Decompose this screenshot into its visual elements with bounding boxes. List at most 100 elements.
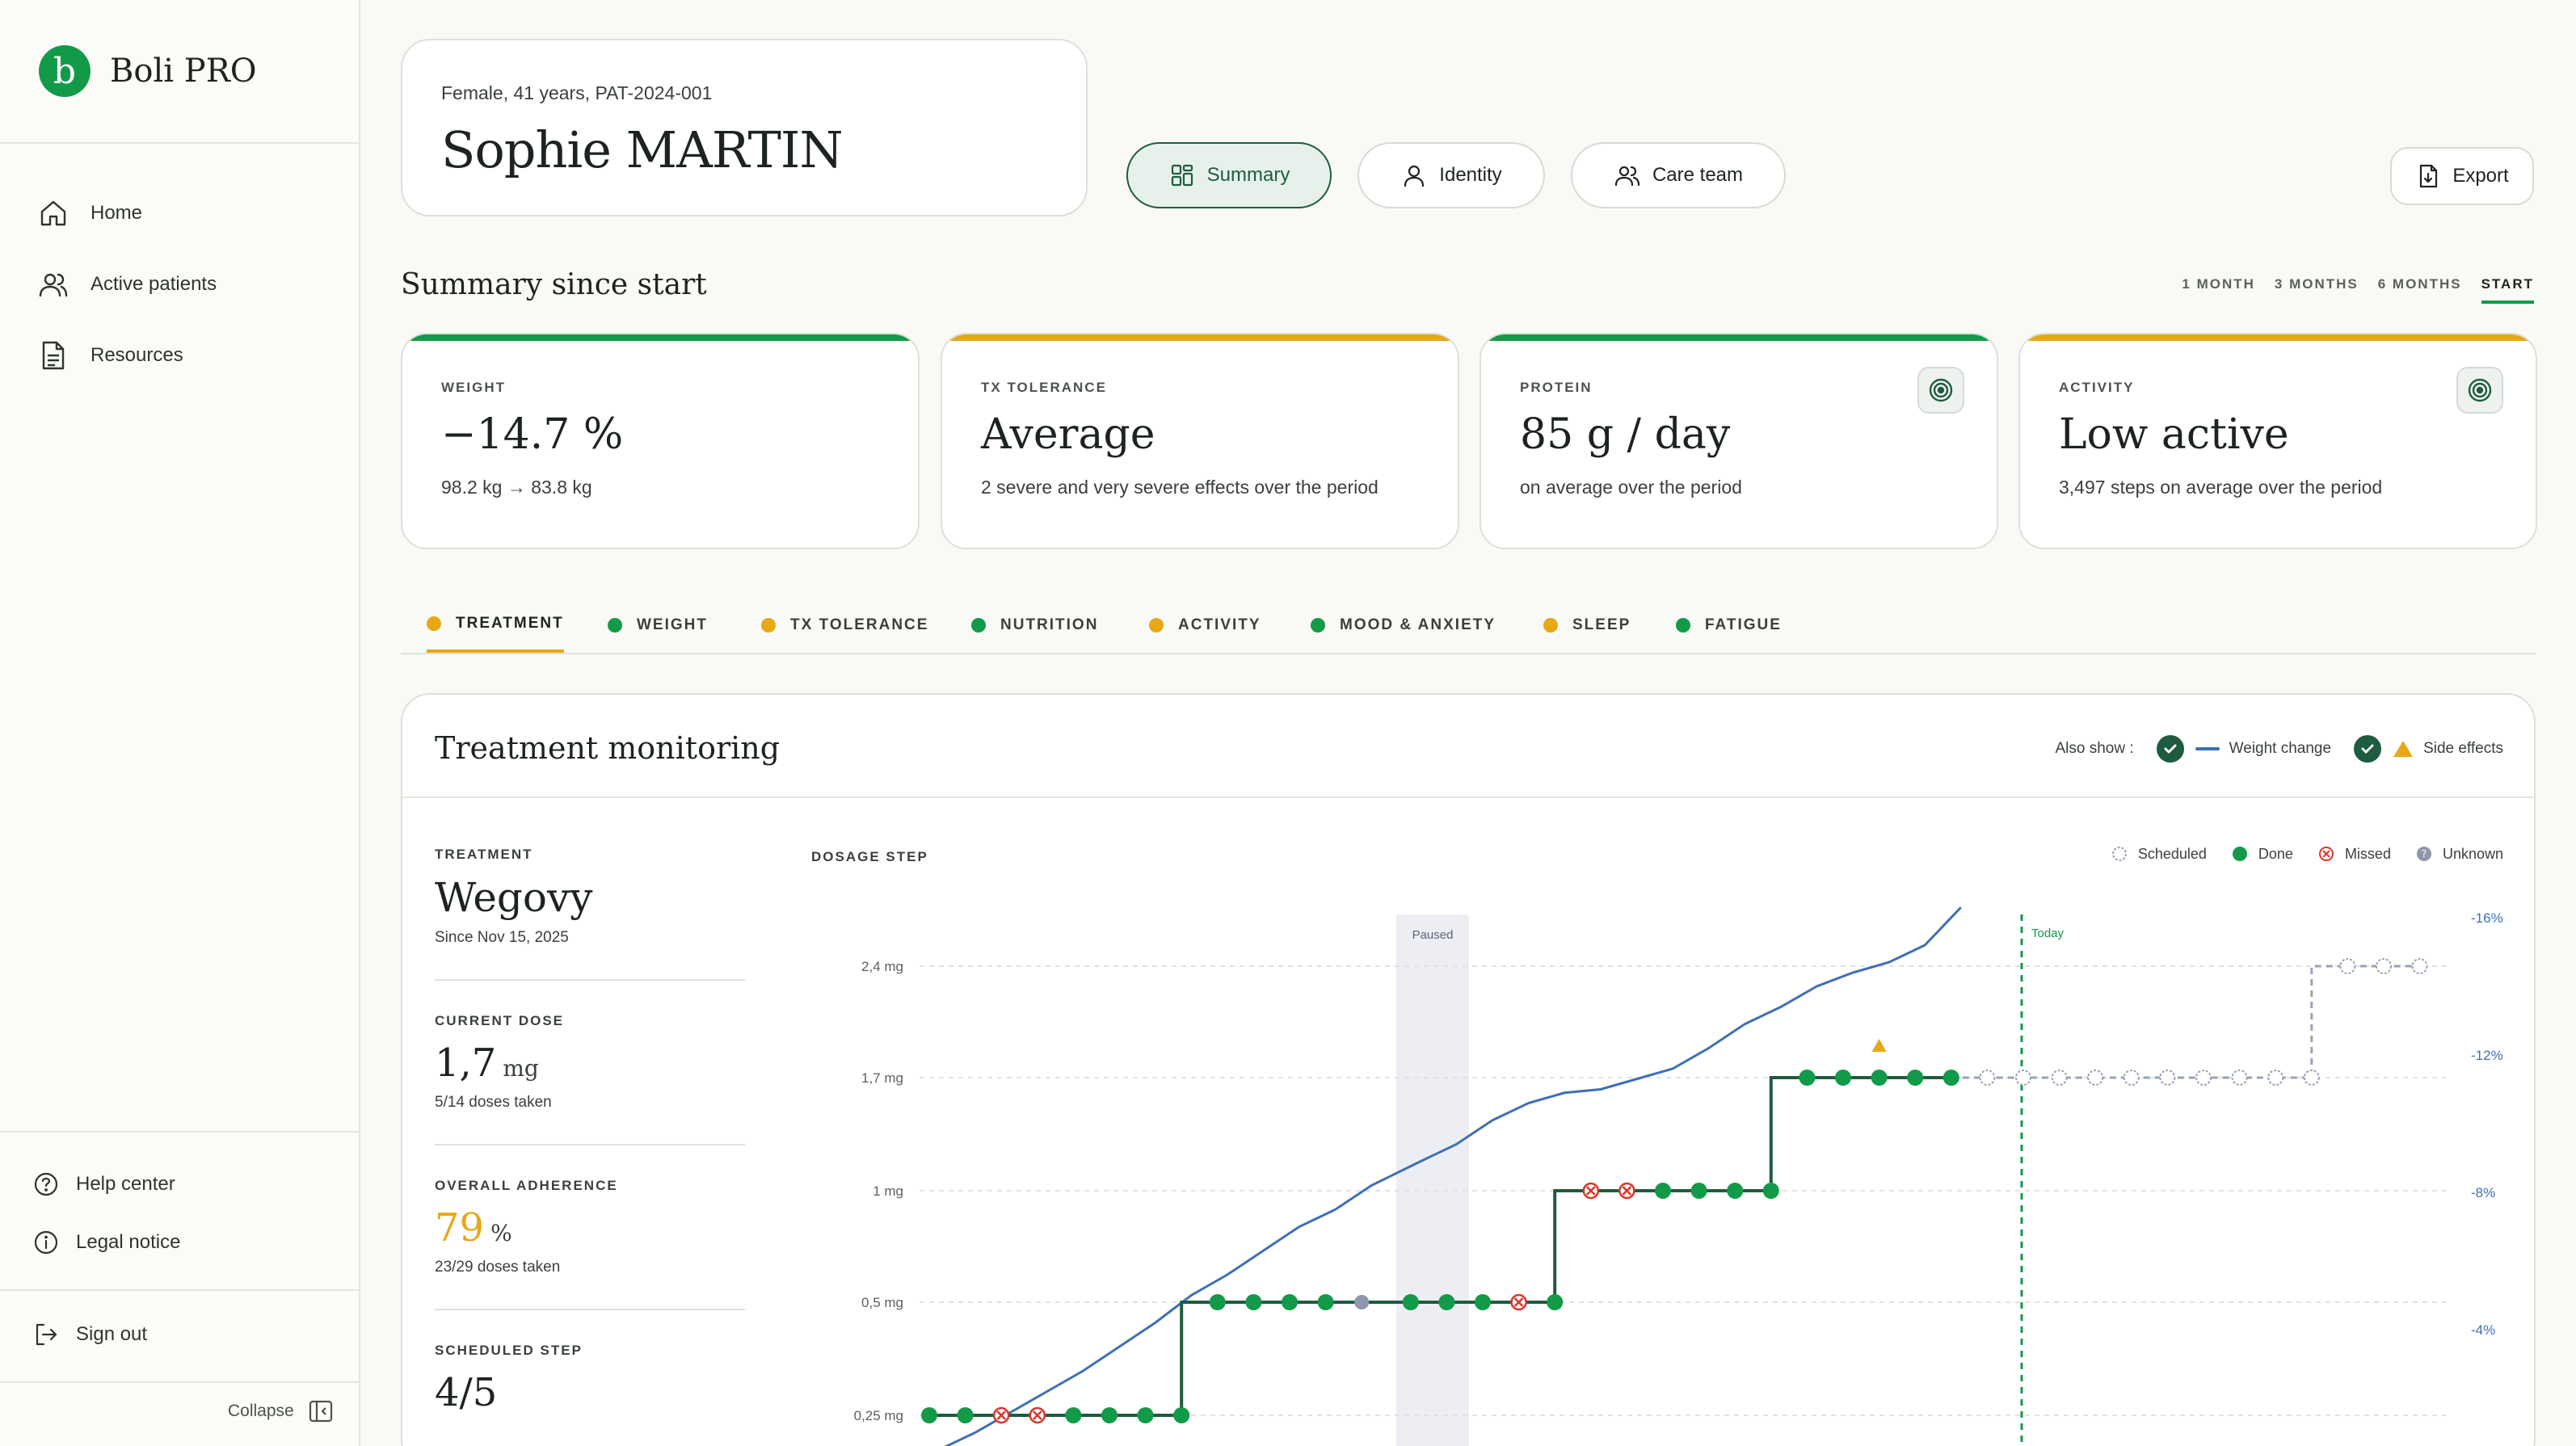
dose-done-marker xyxy=(1209,1294,1226,1310)
sidebar-item-help-center[interactable]: Help center xyxy=(32,1166,175,1202)
sidebar: b Boli PRO Home Active patients Resource… xyxy=(0,0,360,1446)
brand[interactable]: b Boli PRO xyxy=(39,45,257,97)
sidebar-item-active-patients[interactable]: Active patients xyxy=(37,265,217,304)
dose-done-marker xyxy=(1317,1294,1334,1310)
patient-meta: Female, 41 years, PAT-2024-001 xyxy=(441,82,713,103)
current-dose-number: 1,7 xyxy=(435,1040,497,1086)
tab-tx-tolerance[interactable]: TX TOLERANCE xyxy=(761,598,928,653)
patient-card: Female, 41 years, PAT-2024-001 Sophie MA… xyxy=(401,39,1088,216)
adherence-number: 79 xyxy=(435,1205,485,1251)
y-tick-label: 0,5 mg xyxy=(861,1295,903,1310)
export-label: Export xyxy=(2452,165,2509,187)
status-dot xyxy=(761,618,776,633)
dose-scheduled-marker xyxy=(1979,1070,1996,1086)
dose-done-marker xyxy=(1690,1183,1707,1199)
dose-done-marker xyxy=(1655,1183,1671,1199)
status-dot xyxy=(1676,618,1690,633)
unknown-legend-icon: ? xyxy=(2416,847,2431,861)
dosage-chart: DOSAGE STEP Paused 0,25 mg 0,5 mg 1 mg 1,7 mg… xyxy=(811,849,2503,1446)
sidebar-item-label: Home xyxy=(90,202,143,224)
dose-done-marker xyxy=(1282,1294,1298,1310)
sidebar-item-home[interactable]: Home xyxy=(37,194,142,233)
tab-care-team[interactable]: Care team xyxy=(1571,142,1786,208)
tab-label: SLEEP xyxy=(1572,616,1631,633)
collapse-icon xyxy=(309,1400,332,1423)
kpi-label: PROTEIN xyxy=(1520,380,1593,395)
y2-tick-label: -8% xyxy=(2471,1185,2495,1200)
kpi-card-activity[interactable]: ACTIVITY Low active 3,497 steps on avera… xyxy=(2018,333,2537,549)
tab-label: TREATMENT xyxy=(456,615,564,632)
dose-done-marker xyxy=(1101,1407,1118,1423)
section-title: Summary since start xyxy=(401,268,707,301)
divider xyxy=(435,979,745,981)
treatment-label: TREATMENT xyxy=(435,847,533,862)
warning-triangle-icon xyxy=(2393,741,2414,757)
y-axis-title: DOSAGE STEP xyxy=(811,849,928,864)
range-tab-1-month[interactable]: 1 MONTH xyxy=(2182,276,2255,292)
panel-title: Treatment monitoring xyxy=(435,730,781,766)
status-dot xyxy=(971,618,986,633)
kpi-sub: 2 severe and very severe effects over th… xyxy=(981,477,1378,498)
tab-identity[interactable]: Identity xyxy=(1357,142,1545,208)
kpi-card-protein[interactable]: PROTEIN 85 g / day on average over the p… xyxy=(1480,333,1998,549)
current-dose-unit: mg xyxy=(503,1055,539,1082)
status-dot xyxy=(1149,618,1164,633)
treatment-since: Since Nov 15, 2025 xyxy=(435,929,569,946)
kpi-card-tx-tolerance[interactable]: TX TOLERANCE Average 2 severe and very s… xyxy=(941,333,1459,549)
weight-change-label: Weight change xyxy=(2229,740,2332,757)
home-icon xyxy=(40,200,66,226)
kpi-card-weight[interactable]: WEIGHT −14.7 % 98.2 kg → 83.8 kg xyxy=(401,333,920,549)
range-tab-start[interactable]: START xyxy=(2481,276,2534,304)
range-tab-3-months[interactable]: 3 MONTHS xyxy=(2274,276,2359,292)
tab-treatment[interactable]: TREATMENT xyxy=(427,598,564,653)
export-button[interactable]: Export xyxy=(2390,147,2534,205)
kpi-sub: 98.2 kg → 83.8 kg xyxy=(441,477,592,498)
kpi-sub: 3,497 steps on average over the period xyxy=(2059,477,2383,498)
kpi-label: ACTIVITY xyxy=(2059,380,2135,395)
sign-out-label: Sign out xyxy=(76,1323,148,1345)
range-tab-6-months[interactable]: 6 MONTHS xyxy=(2377,276,2462,292)
sign-out-button[interactable]: Sign out xyxy=(32,1317,147,1352)
tab-nutrition[interactable]: NUTRITION xyxy=(971,598,1098,653)
status-dot xyxy=(608,618,622,633)
tab-sleep[interactable]: SLEEP xyxy=(1543,598,1631,653)
user-icon xyxy=(1404,165,1425,187)
sidebar-divider xyxy=(0,1289,360,1291)
also-show-controls: Also show : Weight change Side effects xyxy=(2056,735,2503,763)
range-tabs: 1 MONTH 3 MONTHS 6 MONTHS START xyxy=(2182,276,2534,304)
tab-activity[interactable]: ACTIVITY xyxy=(1149,598,1261,653)
tab-weight[interactable]: WEIGHT xyxy=(608,598,708,653)
tab-summary[interactable]: Summary xyxy=(1126,142,1332,208)
current-dose-sub: 5/14 doses taken xyxy=(435,1094,552,1111)
tab-fatigue[interactable]: FATIGUE xyxy=(1676,598,1782,653)
dose-scheduled-marker xyxy=(2411,958,2428,974)
dose-scheduled-marker xyxy=(2303,1070,2320,1086)
side-effects-checkbox[interactable] xyxy=(2354,735,2382,763)
dose-missed-cross xyxy=(1513,1297,1524,1307)
dose-scheduled-marker xyxy=(2339,958,2356,974)
target-icon[interactable] xyxy=(1917,367,1964,414)
users-icon xyxy=(1614,166,1640,187)
dose-scheduled-marker xyxy=(2051,1070,2068,1086)
current-dose-value: 1,7 mg xyxy=(435,1040,745,1086)
collapse-label: Collapse xyxy=(228,1402,294,1420)
weight-change-checkbox[interactable] xyxy=(2156,735,2184,763)
adherence-unit: % xyxy=(490,1220,512,1246)
tab-label: FATIGUE xyxy=(1705,616,1782,633)
missed-legend-icon xyxy=(2318,847,2334,861)
sidebar-item-resources[interactable]: Resources xyxy=(37,336,183,375)
target-icon[interactable] xyxy=(2456,367,2503,414)
sidebar-item-legal-notice[interactable]: Legal notice xyxy=(32,1225,180,1260)
tab-label: ACTIVITY xyxy=(1178,616,1261,633)
status-dot xyxy=(1543,618,1558,633)
tab-mood-anxiety[interactable]: MOOD & ANXIETY xyxy=(1311,598,1496,653)
dose-done-marker xyxy=(1438,1294,1455,1310)
line-icon xyxy=(2195,747,2220,750)
collapse-button[interactable]: Collapse xyxy=(228,1398,335,1425)
sidebar-item-label: Legal notice xyxy=(76,1231,181,1253)
legend-label: Missed xyxy=(2344,845,2391,862)
category-tabs: TREATMENT WEIGHT TX TOLERANCE NUTRITION … xyxy=(401,598,2536,654)
dose-scheduled-marker xyxy=(2376,958,2392,974)
dose-done-marker xyxy=(1065,1407,1082,1423)
kpi-value: Average xyxy=(981,410,1155,459)
